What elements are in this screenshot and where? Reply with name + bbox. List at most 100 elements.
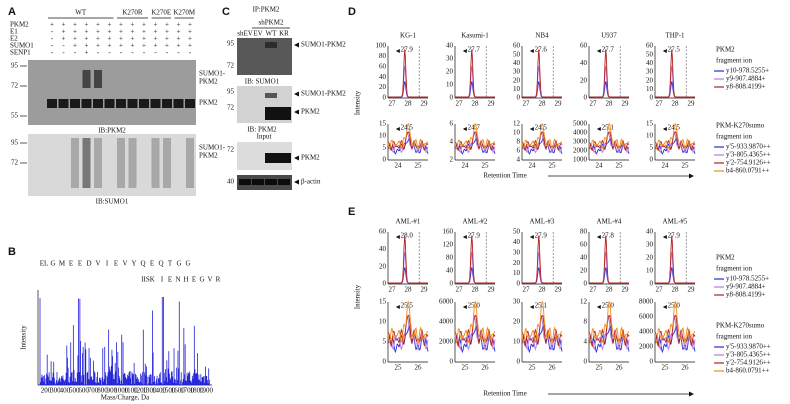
- y-tick-label: 20: [379, 83, 387, 91]
- x-tick-label: 26: [549, 364, 557, 372]
- x-tick-label: 28: [472, 286, 480, 294]
- y-tick-label: 40: [580, 254, 588, 262]
- plot-title: U937: [601, 32, 617, 40]
- group-label: K270E: [151, 9, 171, 17]
- legend-title: PKM2: [716, 254, 735, 262]
- y-tick-label: 20: [646, 254, 654, 262]
- chromatogram-trace: [388, 267, 428, 284]
- band: [117, 138, 125, 188]
- peak-label: 27.8: [602, 232, 615, 240]
- residue: E: [150, 260, 154, 268]
- peak-arrow: [529, 127, 534, 131]
- x-tick-label: 600: [78, 387, 89, 395]
- chromatogram-trace: [654, 325, 696, 354]
- x-tick-label: 24: [662, 162, 670, 170]
- plot-title: Kasumi-1: [461, 32, 489, 40]
- group-label: shPKM2: [259, 19, 284, 27]
- band: [252, 179, 264, 185]
- chromatogram-trace: [455, 81, 495, 98]
- x-tick-label: 25: [482, 162, 490, 170]
- band: [265, 107, 291, 120]
- x-tick-label: 27: [656, 100, 664, 108]
- ib-label: IB:PKM2: [98, 127, 126, 135]
- residue: E: [192, 276, 196, 284]
- y-tick-label: 40: [646, 59, 654, 67]
- x-tick-label: 29: [488, 286, 496, 294]
- sign: -: [51, 28, 54, 36]
- band: [139, 99, 149, 108]
- y-tick-label: 2000: [639, 343, 654, 351]
- sign: +: [96, 35, 100, 43]
- x-tick-label: 1000: [114, 387, 129, 395]
- chromatogram-trace: [588, 316, 630, 351]
- chromatogram-trace: [655, 49, 695, 98]
- ib-label: IB: SUMO1: [245, 78, 280, 86]
- sign: +: [62, 21, 66, 29]
- band: [104, 99, 115, 108]
- residue: E: [69, 260, 73, 268]
- y-tick-label: 12: [513, 120, 521, 128]
- sign: -: [143, 49, 146, 57]
- panel-label: E: [348, 206, 355, 218]
- sign: +: [62, 35, 66, 43]
- y-tick-label: 30: [513, 248, 521, 256]
- sign: +: [108, 42, 112, 50]
- band: [162, 99, 172, 108]
- y-tick-label: 10: [379, 132, 387, 140]
- x-tick-label: 29: [555, 100, 563, 108]
- y-tick-label: 20: [446, 68, 454, 76]
- y-tick-label: 4000: [573, 129, 588, 137]
- y-tick-label: 5: [650, 144, 654, 152]
- sign: -: [62, 49, 65, 57]
- peak-label: 25.0: [468, 302, 481, 310]
- lane-label: WT: [266, 30, 278, 38]
- x-tick-label: 25: [596, 364, 604, 372]
- legend-title: PKM-K270sumo: [716, 122, 765, 130]
- y-tick-label: 20: [379, 262, 387, 270]
- band-label: PKM2: [301, 108, 320, 116]
- y-tick-label: 4: [517, 156, 521, 164]
- sign: +: [108, 28, 112, 36]
- peak-arrow: [662, 235, 667, 239]
- x-tick-label: 400: [60, 387, 71, 395]
- sign: -: [51, 49, 54, 57]
- panel-label: A: [8, 6, 16, 18]
- x-tick-label: 1900: [199, 387, 214, 395]
- band: [151, 138, 160, 188]
- band-label: PKM2: [199, 152, 218, 160]
- chromatogram-trace: [522, 235, 562, 284]
- plot-title: AML-#1: [396, 218, 421, 226]
- band: [239, 179, 251, 185]
- legend-entry: y8-808.4199+: [726, 83, 766, 91]
- y-tick-label: 40: [379, 245, 387, 253]
- band: [265, 153, 291, 163]
- sign: +: [177, 21, 181, 29]
- chromatogram-trace: [521, 123, 563, 151]
- y-axis-label: Intensity: [354, 284, 362, 309]
- residue: E: [114, 260, 118, 268]
- y-tick-label: 50: [513, 50, 521, 58]
- sign: +: [142, 21, 146, 29]
- x-tick-label: 26: [482, 364, 490, 372]
- band: [81, 99, 92, 108]
- sign: +: [85, 28, 89, 36]
- sign: +: [73, 28, 77, 36]
- x-tick-label: 1700: [180, 387, 195, 395]
- legend-entry: y10-978.5255+: [726, 275, 769, 283]
- y-axis-label: Intensity: [20, 325, 28, 350]
- sign: +: [131, 42, 135, 50]
- sign: +: [177, 42, 181, 50]
- peak-arrow: [662, 127, 667, 131]
- y-tick-label: 5: [383, 338, 387, 346]
- sign: +: [165, 42, 169, 50]
- residue: M: [59, 260, 66, 268]
- x-tick-label: 26: [415, 364, 423, 372]
- x-tick-label: 28: [405, 100, 413, 108]
- y-tick-label: 8000: [639, 298, 654, 306]
- sign: +: [96, 28, 100, 36]
- peak-arrow: [395, 127, 400, 131]
- chromatogram-trace: [388, 81, 428, 98]
- y-tick-label: 0: [383, 280, 387, 288]
- x-tick-label: 1500: [161, 387, 176, 395]
